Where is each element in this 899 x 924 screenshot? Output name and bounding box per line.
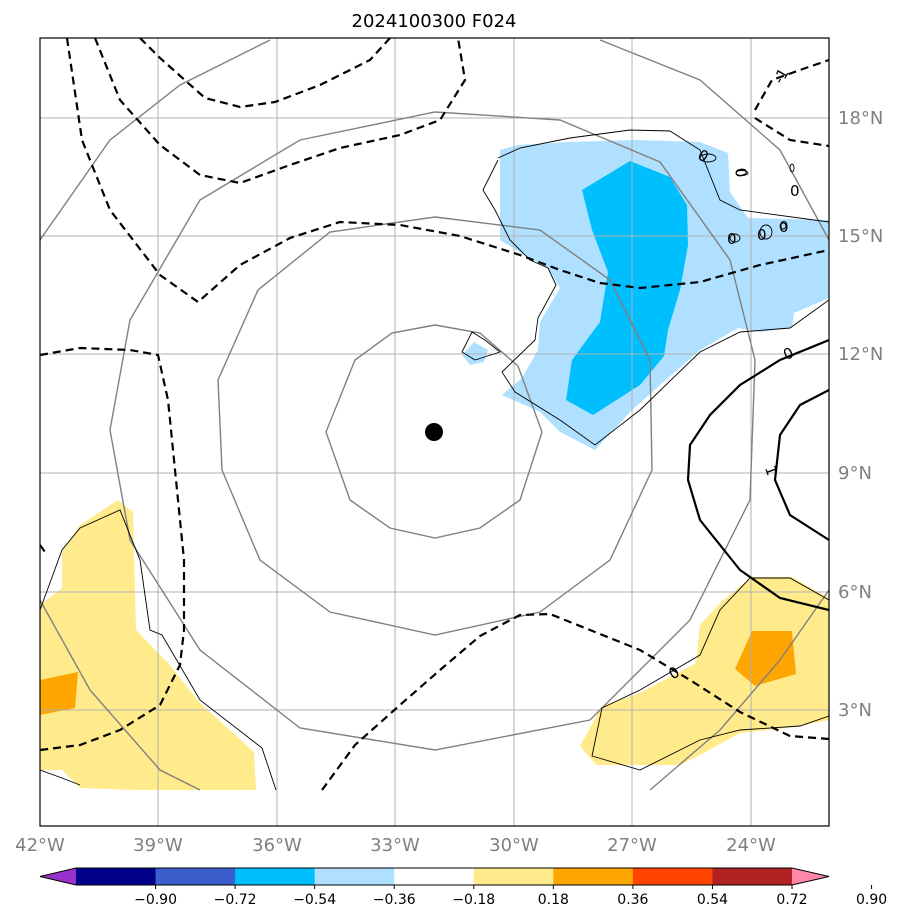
storm-distance-rings	[40, 39, 829, 791]
y-tick-label: 3°N	[838, 700, 872, 721]
colorbar-tick-label: 0.18	[538, 892, 569, 908]
x-tick-label: 30°W	[489, 835, 539, 856]
x-tick-label: 42°W	[15, 835, 65, 856]
solid-contours	[686, 338, 829, 612]
colorbar-segment	[473, 868, 554, 885]
colorbar-tick-label: −0.72	[214, 892, 257, 908]
colorbar: −0.90 −0.72 −0.54 −0.36 −0.18 0.18 0.36 0.54 0.7…	[39, 867, 887, 908]
colorbar-tick-label: 0.72	[776, 892, 807, 908]
x-tick-label: 24°W	[726, 835, 776, 856]
y-axis-labels: 18°N 15°N 12°N 9°N 6°N 3°N	[838, 108, 883, 721]
negative-anomaly-core	[566, 161, 688, 415]
contour-label: -1	[770, 65, 793, 87]
colorbar-tick-label: −0.36	[373, 892, 416, 908]
y-tick-label: 6°N	[838, 582, 872, 603]
colorbar-segment	[314, 868, 395, 885]
colorbar-outline	[39, 867, 830, 886]
colorbar-extend-low	[40, 868, 76, 885]
contour-label: 0	[731, 166, 750, 179]
plot-frame	[39, 37, 830, 827]
positive-anomaly-west	[40, 500, 256, 790]
colorbar-segment	[712, 868, 793, 885]
contour-label: 1	[761, 463, 781, 478]
colorbar-tick-label: 0.36	[617, 892, 648, 908]
map-title: 2024100300 F024	[352, 11, 517, 32]
positive-anomaly-west-core	[40, 672, 78, 715]
colorbar-tick-label: −0.18	[452, 892, 495, 908]
x-tick-label: 33°W	[370, 835, 420, 856]
y-tick-label: 12°N	[838, 344, 883, 365]
colorbar-segment	[76, 868, 157, 885]
colorbar-tick-label: −0.54	[293, 892, 336, 908]
contour-label: 0	[757, 226, 767, 244]
colorbar-tick-label: 0.90	[856, 892, 887, 908]
x-tick-label: 36°W	[252, 835, 302, 856]
graticule	[40, 38, 829, 826]
colorbar-segment	[394, 868, 475, 885]
x-tick-label: 27°W	[607, 835, 657, 856]
map-plot-area: -1 0 0 0 0 0 0 0 1 0	[40, 38, 829, 826]
storm-center-marker	[425, 423, 443, 441]
dashed-contours	[40, 38, 829, 791]
small-contour-loops	[699, 153, 795, 243]
colorbar-segment	[155, 868, 236, 885]
colorbar-tick-label: −0.90	[134, 892, 177, 908]
positive-anomaly-east	[580, 577, 829, 765]
thin-contours	[40, 129, 829, 791]
contour-label: 0	[727, 230, 737, 248]
colorbar-extend-high	[792, 868, 829, 885]
colorbar-segment	[632, 868, 713, 885]
colorbar-segment	[235, 868, 316, 885]
y-tick-label: 9°N	[838, 463, 872, 484]
x-tick-label: 39°W	[133, 835, 183, 856]
y-tick-label: 18°N	[838, 108, 883, 129]
contour-label: 0	[790, 182, 800, 200]
y-tick-label: 15°N	[838, 226, 883, 247]
x-axis-labels: 42°W 39°W 36°W 33°W 30°W 27°W 24°W	[15, 835, 776, 856]
contour-label: 0	[779, 218, 789, 236]
positive-anomaly-east-core	[735, 631, 796, 686]
colorbar-tick-label: 0.54	[697, 892, 728, 908]
colorbar-segment	[553, 868, 634, 885]
